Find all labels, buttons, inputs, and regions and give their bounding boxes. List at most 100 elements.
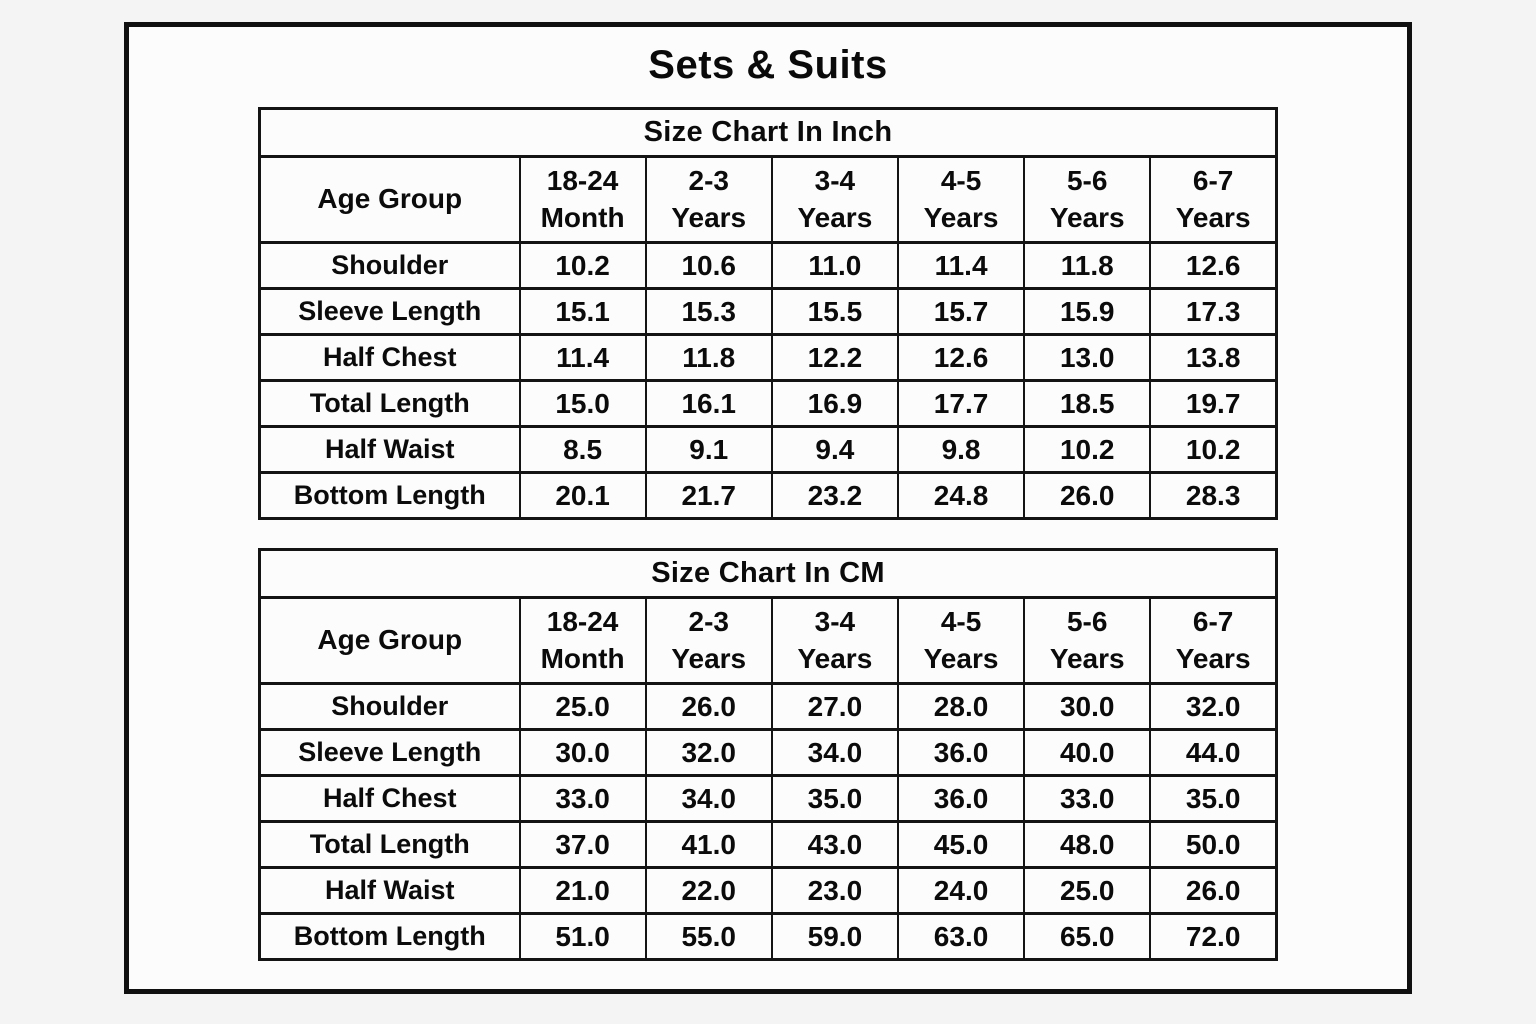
size-value-cm-2-0: 33.0 (518, 774, 647, 823)
table-row-cm-4: Half Waist 21.0 22.0 23.0 24.0 25.0 26.0 (258, 866, 1278, 915)
size-value-cm-1-5: 44.0 (1149, 728, 1278, 777)
column-header-line2: Years (671, 642, 747, 674)
size-value-cm-1-1: 32.0 (644, 728, 773, 777)
column-header-line1: 18-24 (546, 165, 619, 197)
size-value-inch-2-5: 13.8 (1149, 333, 1278, 382)
size-value-inch-5-3: 24.8 (896, 471, 1026, 520)
age-group-header-row-inch: Age Group 18-24 Month 2-3 Years 3-4 Years 4-5 Ye… (258, 155, 1278, 244)
size-value-inch-0-1: 10.6 (644, 241, 773, 290)
size-value-cm-0-2: 27.0 (770, 682, 899, 731)
row-label-inch-5: Bottom Length (258, 471, 521, 520)
size-value-inch-3-3: 17.7 (896, 379, 1026, 428)
column-header-line2: Years (797, 201, 873, 233)
column-header-line2: Years (923, 201, 999, 233)
size-value-inch-3-2: 16.9 (770, 379, 899, 428)
size-value-inch-4-4: 10.2 (1023, 425, 1152, 474)
size-value-cm-2-5: 35.0 (1149, 774, 1278, 823)
row-label-inch-0: Shoulder (258, 241, 521, 290)
size-value-cm-0-4: 30.0 (1023, 682, 1152, 731)
size-value-inch-0-5: 12.6 (1149, 241, 1278, 290)
column-header-line1: 3-4 (814, 606, 856, 638)
table-row-cm-2: Half Chest 33.0 34.0 35.0 36.0 33.0 35.0 (258, 774, 1278, 823)
page-title: Sets & Suits (648, 43, 888, 87)
size-value-cm-2-1: 34.0 (644, 774, 773, 823)
table-row-inch-4: Half Waist 8.5 9.1 9.4 9.8 10.2 10.2 (258, 425, 1278, 474)
size-value-cm-3-2: 43.0 (770, 820, 899, 869)
size-value-inch-0-3: 11.4 (896, 241, 1026, 290)
row-label-inch-2: Half Chest (258, 333, 521, 382)
column-header-line1: 4-5 (940, 165, 982, 197)
column-header-line1: 4-5 (940, 606, 982, 638)
column-header-line2: Years (1049, 201, 1125, 233)
age-group-header-inch: Age Group (258, 155, 521, 244)
size-value-inch-1-1: 15.3 (644, 287, 773, 336)
size-value-inch-0-4: 11.8 (1023, 241, 1152, 290)
size-value-inch-3-4: 18.5 (1023, 379, 1152, 428)
size-value-inch-1-4: 15.9 (1023, 287, 1152, 336)
table-row-inch-5: Bottom Length 20.1 21.7 23.2 24.8 26.0 28.3 (258, 471, 1278, 520)
size-value-inch-1-5: 17.3 (1149, 287, 1278, 336)
column-header-line1: 2-3 (688, 606, 729, 638)
size-value-inch-4-0: 8.5 (518, 425, 647, 474)
table-title-cm: Size Chart In CM (258, 548, 1278, 599)
age-group-header-cm: Age Group (258, 596, 521, 685)
table-row-cm-0: Shoulder 25.0 26.0 27.0 28.0 30.0 32.0 (258, 682, 1278, 731)
size-value-inch-1-2: 15.5 (770, 287, 899, 336)
size-value-inch-5-4: 26.0 (1023, 471, 1152, 520)
size-value-cm-2-2: 35.0 (770, 774, 899, 823)
table-row-inch-0: Shoulder 10.2 10.6 11.0 11.4 11.8 12.6 (258, 241, 1278, 290)
size-value-inch-5-1: 21.7 (644, 471, 773, 520)
size-value-inch-1-3: 15.7 (896, 287, 1026, 336)
size-value-cm-5-1: 55.0 (644, 912, 773, 961)
size-value-cm-4-1: 22.0 (644, 866, 773, 915)
size-value-inch-0-2: 11.0 (770, 241, 899, 290)
size-value-inch-5-0: 20.1 (518, 471, 647, 520)
size-value-cm-4-5: 26.0 (1149, 866, 1278, 915)
size-value-cm-3-3: 45.0 (896, 820, 1026, 869)
column-header-line1: 2-3 (688, 165, 729, 197)
row-label-cm-0: Shoulder (258, 682, 521, 731)
column-header-line2: Month (540, 201, 625, 233)
column-header-cm-0: 18-24 Month (518, 596, 647, 685)
size-table-inch: Size Chart In Inch Age Group 18-24 Month 2-3… (258, 107, 1278, 520)
size-value-inch-2-0: 11.4 (518, 333, 647, 382)
table-row-cm-5: Bottom Length 51.0 55.0 59.0 63.0 65.0 72.0 (258, 912, 1278, 961)
column-header-cm-2: 3-4 Years (770, 596, 899, 685)
column-header-inch-3: 4-5 Years (896, 155, 1026, 244)
column-header-cm-4: 5-6 Years (1023, 596, 1152, 685)
column-header-line2: Years (1175, 642, 1251, 674)
column-header-cm-3: 4-5 Years (896, 596, 1026, 685)
size-value-inch-3-1: 16.1 (644, 379, 773, 428)
column-header-line2: Years (1175, 201, 1251, 233)
size-value-cm-5-5: 72.0 (1149, 912, 1278, 961)
size-value-cm-5-3: 63.0 (896, 912, 1026, 961)
row-label-inch-3: Total Length (258, 379, 521, 428)
column-header-line2: Years (923, 642, 999, 674)
row-label-cm-1: Sleeve Length (258, 728, 521, 777)
column-header-inch-4: 5-6 Years (1023, 155, 1152, 244)
table-title-row-inch: Size Chart In Inch (258, 107, 1278, 158)
column-header-inch-0: 18-24 Month (518, 155, 647, 244)
size-value-cm-0-1: 26.0 (644, 682, 773, 731)
size-value-inch-3-0: 15.0 (518, 379, 647, 428)
size-value-inch-1-0: 15.1 (518, 287, 647, 336)
table-row-inch-2: Half Chest 11.4 11.8 12.2 12.6 13.0 13.8 (258, 333, 1278, 382)
row-label-inch-4: Half Waist (258, 425, 521, 474)
column-header-inch-5: 6-7 Years (1149, 155, 1278, 244)
size-value-cm-3-4: 48.0 (1023, 820, 1152, 869)
column-header-cm-5: 6-7 Years (1149, 596, 1278, 685)
table-title-row-cm: Size Chart In CM (258, 548, 1278, 599)
row-label-cm-2: Half Chest (258, 774, 521, 823)
column-header-line2: Years (1049, 642, 1125, 674)
column-header-line1: 6-7 (1192, 165, 1234, 197)
age-group-header-row-cm: Age Group 18-24 Month 2-3 Years 3-4 Years 4-5 Ye… (258, 596, 1278, 685)
table-title-inch: Size Chart In Inch (258, 107, 1278, 158)
column-header-line1: 18-24 (546, 606, 619, 638)
size-value-inch-2-1: 11.8 (644, 333, 773, 382)
size-value-cm-4-2: 23.0 (770, 866, 899, 915)
size-value-inch-4-2: 9.4 (770, 425, 899, 474)
column-header-line1: 3-4 (814, 165, 856, 197)
row-label-cm-5: Bottom Length (258, 912, 521, 961)
column-header-line1: 5-6 (1066, 165, 1108, 197)
size-value-inch-4-1: 9.1 (644, 425, 773, 474)
